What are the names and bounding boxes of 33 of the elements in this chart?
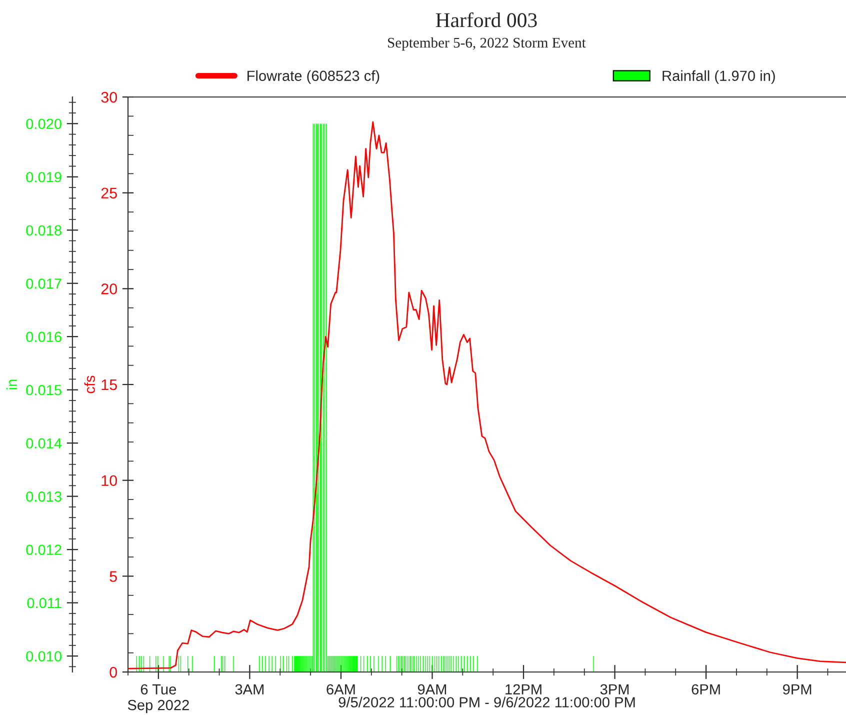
- legend-label: Rainfall (1.970 in): [662, 70, 775, 84]
- legend-label: Flowrate (608523 cf): [248, 70, 380, 84]
- x-axis-title: 9/5/2022 11:00:00 PM - 9/6/2022 11:00:00 PM: [338, 696, 635, 708]
- x-tick-label: 6 Tue Sep 2022: [128, 684, 189, 714]
- x-tick-label: 9PM: [783, 684, 812, 695]
- chart-subtitle: September 5-6, 2022 Storm Event: [388, 37, 586, 51]
- y-tick-label: 0.014: [26, 438, 62, 448]
- x-tick-label: 9AM: [418, 684, 446, 695]
- y2-tick-label: 10: [102, 475, 117, 486]
- y2-tick-label: 5: [110, 571, 117, 582]
- y-tick-label: 0.016: [26, 332, 62, 342]
- y2-tick-label: 0: [110, 666, 117, 678]
- y-tick-label: 0.011: [27, 598, 62, 608]
- y-tick-label: 0.020: [26, 118, 62, 130]
- y-tick-label: 0.015: [26, 384, 62, 396]
- x-tick-label: 6AM: [326, 684, 355, 695]
- y-tick-label: 0.010: [26, 651, 62, 662]
- y-tick-label: 0.017: [26, 278, 62, 289]
- y-tick-label: 0.012: [26, 544, 62, 555]
- y2-tick-label: 15: [102, 380, 117, 390]
- y-axis-title: in: [6, 380, 17, 390]
- x-tick-label: 3AM: [235, 684, 264, 695]
- y2-axis-title: cfs: [84, 376, 95, 394]
- y2-tick-label: 25: [101, 188, 117, 199]
- x-tick-label: 12PM: [506, 684, 542, 694]
- y-tick-label: 0.018: [26, 225, 62, 236]
- x-tick-label: 6PM: [692, 684, 720, 695]
- y2-tick-label: 20: [101, 284, 117, 294]
- y-tick-label: 0.019: [26, 172, 62, 182]
- chart-title: Harford 003: [436, 12, 537, 28]
- y2-tick-label: 30: [101, 92, 117, 103]
- x-tick-label: 3PM: [600, 684, 629, 695]
- y-tick-label: 0.013: [26, 491, 62, 502]
